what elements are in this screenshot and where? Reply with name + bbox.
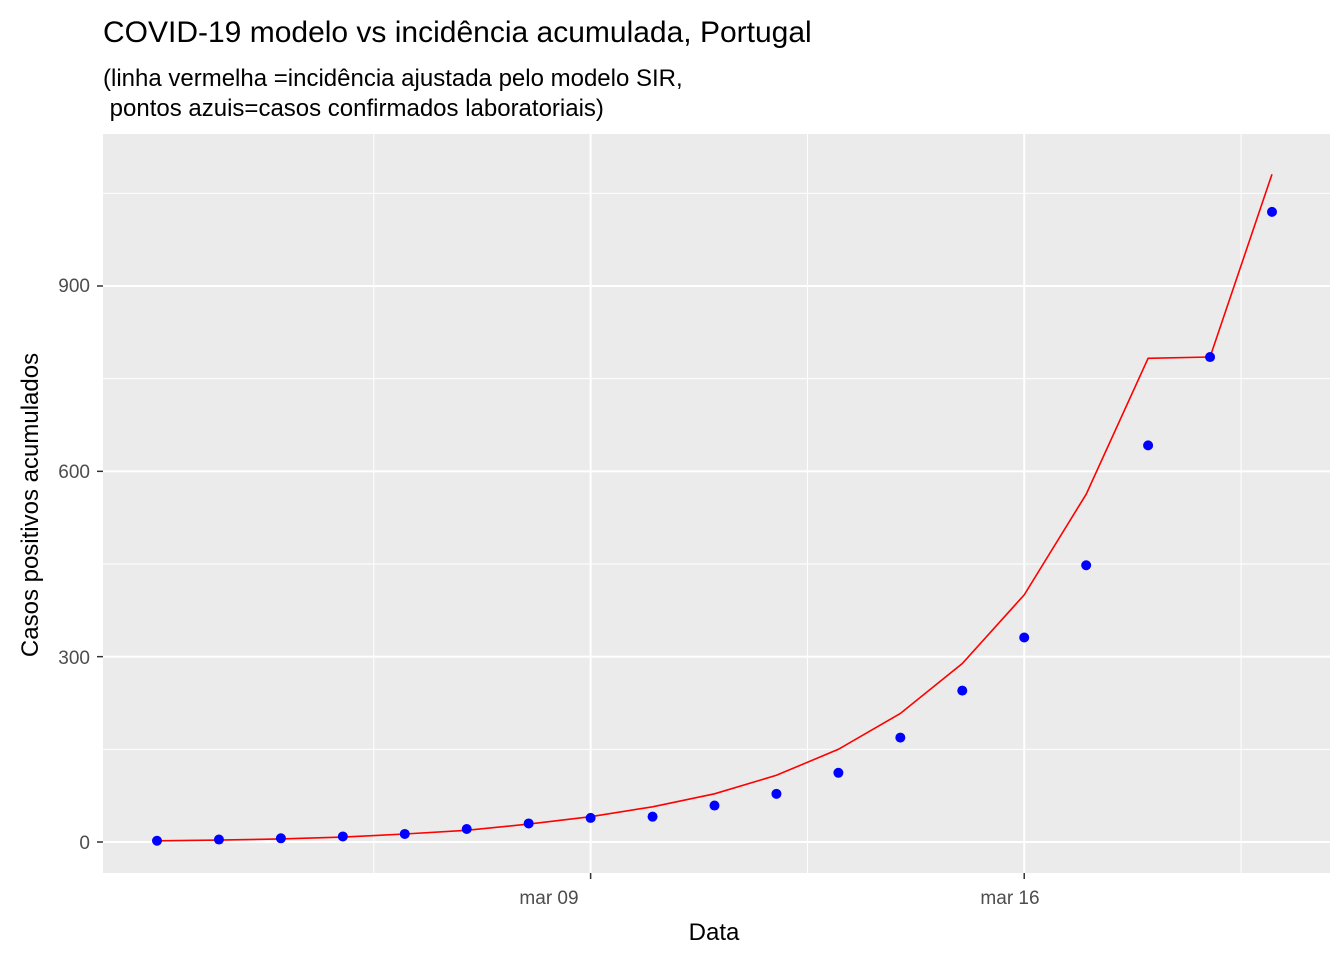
chart-subtitle-line-2: pontos azuis=casos confirmados laborator… — [103, 95, 604, 122]
chart-title: COVID-19 modelo vs incidência acumulada,… — [103, 16, 812, 49]
series-layer — [152, 173, 1277, 846]
grid-major — [103, 134, 1330, 873]
data-point — [399, 828, 410, 839]
data-point — [771, 788, 782, 799]
data-point — [213, 834, 224, 845]
y-tick-label-0: 0 — [79, 833, 90, 854]
y-tick-label-600: 600 — [58, 462, 90, 483]
data-point — [709, 800, 720, 811]
data-point — [1019, 632, 1030, 643]
axis-ticks — [97, 285, 1025, 879]
data-point — [585, 812, 596, 823]
data-point — [1143, 440, 1154, 451]
data-point — [152, 835, 162, 846]
data-point — [647, 811, 658, 822]
data-point — [895, 732, 906, 743]
y-tick-label-300: 300 — [58, 648, 90, 669]
x-tick-label-mar16: mar 16 — [980, 888, 1039, 909]
plot-panel — [103, 134, 1330, 873]
data-point — [523, 818, 534, 829]
x-tick-label-mar09: mar 09 — [519, 888, 578, 909]
data-point — [275, 833, 286, 844]
grid-minor — [103, 134, 1330, 873]
data-point — [1081, 560, 1092, 571]
chart-subtitle-line-1: (linha vermelha =incidência ajustada pel… — [103, 65, 683, 92]
data-point — [461, 824, 472, 835]
x-axis-title: Data — [689, 919, 740, 946]
y-tick-label-900: 900 — [58, 276, 90, 297]
data-point — [957, 685, 968, 696]
data-point — [833, 767, 844, 778]
data-point — [1267, 206, 1277, 217]
data-point — [1205, 352, 1216, 363]
data-point — [337, 831, 348, 842]
y-axis-title: Casos positivos acumulados — [17, 353, 44, 657]
